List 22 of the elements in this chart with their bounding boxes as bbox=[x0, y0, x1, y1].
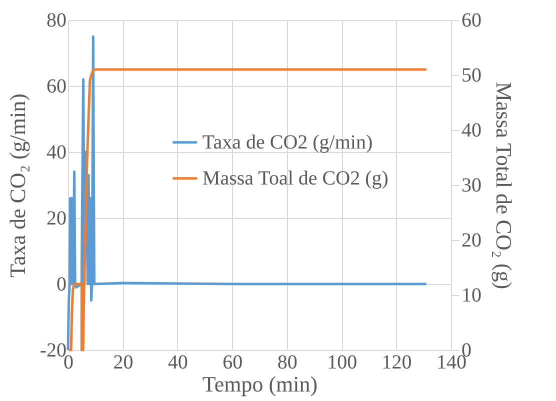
x-tick-label: 80 bbox=[277, 352, 298, 374]
y2-tick-label: 30 bbox=[462, 174, 482, 196]
y-tick-label: 60 bbox=[46, 76, 66, 98]
y2-tick-label: 40 bbox=[462, 120, 482, 142]
y-tick-label: 0 bbox=[56, 274, 66, 296]
x-tick-label: 100 bbox=[327, 352, 358, 374]
y-axis-title: Taxa de CO₂ (g/min) bbox=[4, 94, 30, 278]
x-tick-label: 60 bbox=[222, 352, 243, 374]
x-tick-label: 120 bbox=[382, 352, 412, 374]
y2-tick-label: 10 bbox=[462, 284, 482, 306]
legend-label: Taxa de CO2 (g/min) bbox=[202, 131, 373, 154]
y-tick-label: 40 bbox=[46, 142, 66, 164]
y2-tick-label: 50 bbox=[462, 64, 482, 86]
y2-tick-label: 60 bbox=[462, 10, 482, 32]
x-tick-label: 20 bbox=[113, 352, 134, 374]
y-tick-label: 80 bbox=[46, 10, 66, 32]
x-axis-title: Tempo (min) bbox=[202, 372, 318, 396]
x-tick-label: 40 bbox=[168, 352, 188, 374]
y2-axis-title: Massa Total de CO₂ (g) bbox=[492, 82, 516, 290]
y-tick-label: 20 bbox=[46, 208, 66, 230]
legend-label: Massa Toal de CO2 (g) bbox=[202, 167, 388, 190]
y2-tick-label: 20 bbox=[462, 230, 482, 252]
